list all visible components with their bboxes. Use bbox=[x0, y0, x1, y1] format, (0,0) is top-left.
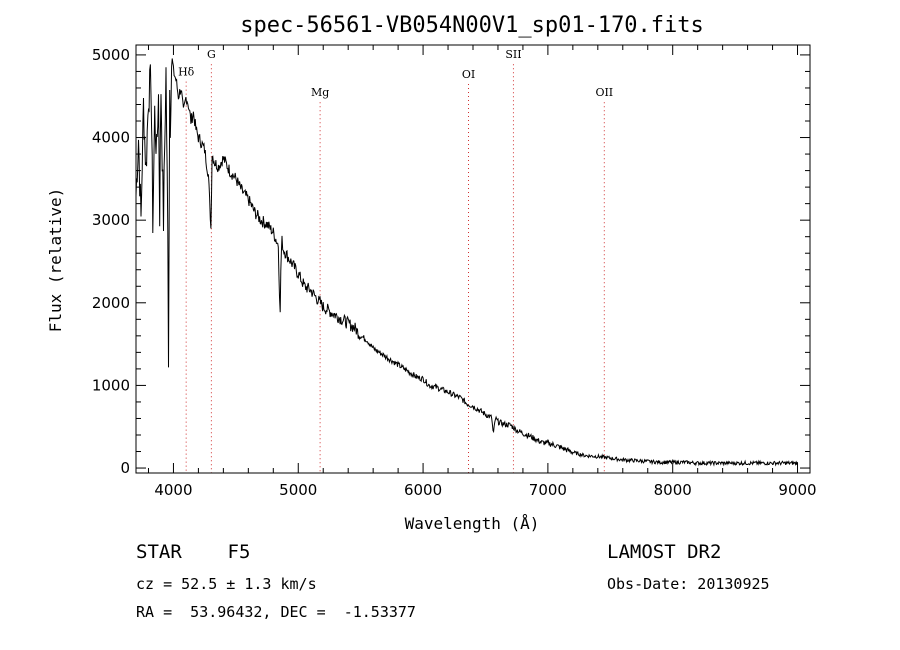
x-tick-label: 9000 bbox=[778, 481, 816, 499]
spectral-line-label: G bbox=[207, 48, 216, 61]
spectrum-line bbox=[135, 58, 798, 467]
y-tick-label: 3000 bbox=[92, 211, 130, 229]
spectral-line-label: OII bbox=[595, 86, 613, 99]
axis-ticks: 4000 5000 6000 7000 8000 9000 0 1000 2000 3000 400… bbox=[92, 45, 817, 499]
coordinates: RA = 53.96432, DEC = -1.53377 bbox=[136, 603, 416, 621]
object-class: STAR F5 bbox=[136, 541, 251, 563]
chart-title: spec-56561-VB054N00V1_sp01-170.fits bbox=[240, 13, 704, 38]
y-tick-label: 2000 bbox=[92, 294, 130, 312]
redshift-velocity: cz = 52.5 ± 1.3 km/s bbox=[136, 575, 317, 593]
x-tick-label: 5000 bbox=[279, 481, 317, 499]
spectral-line-label: Hδ bbox=[178, 66, 195, 79]
survey-name: LAMOST DR2 bbox=[607, 541, 722, 563]
y-tick-label: 4000 bbox=[92, 129, 130, 147]
y-tick-label: 0 bbox=[120, 459, 130, 477]
plot-frame bbox=[135, 44, 811, 474]
x-tick-label: 6000 bbox=[404, 481, 442, 499]
y-axis-label: Flux (relative) bbox=[46, 188, 65, 333]
x-tick-label: 8000 bbox=[654, 481, 692, 499]
x-tick-label: 4000 bbox=[154, 481, 192, 499]
x-tick-label: 7000 bbox=[529, 481, 567, 499]
observation-date: Obs-Date: 20130925 bbox=[607, 575, 770, 593]
x-axis-label: Wavelength (Å) bbox=[405, 514, 540, 533]
spectral-line-label: Mg bbox=[311, 86, 329, 99]
y-tick-label: 1000 bbox=[92, 376, 130, 394]
y-tick-label: 5000 bbox=[92, 46, 130, 64]
spectral-line-label: SII bbox=[505, 48, 521, 61]
spectral-line-label: OI bbox=[462, 68, 475, 81]
emission-line-markers: Hδ G Mg OI SII OII bbox=[178, 48, 613, 473]
